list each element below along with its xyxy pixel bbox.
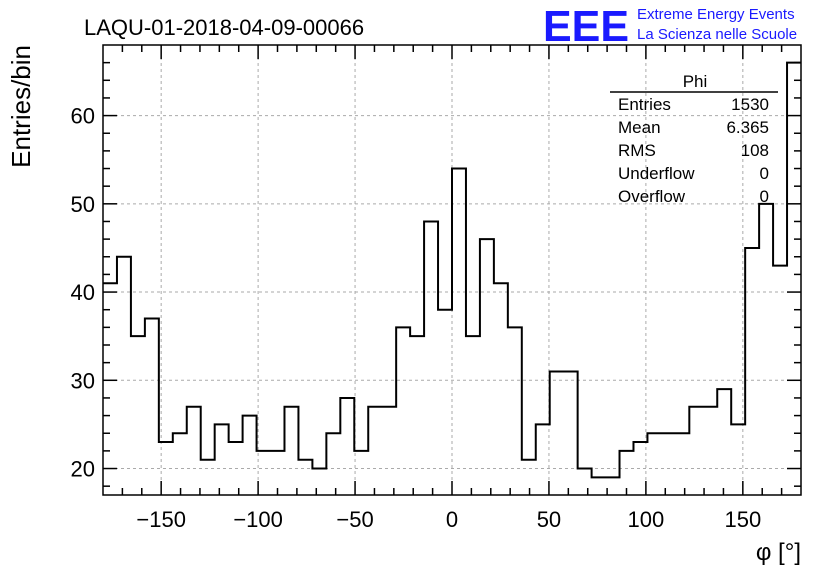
eee-logo: EEE Extreme Energy Events La Scienza nel… — [543, 2, 797, 51]
stats-row-label: Underflow — [618, 164, 695, 183]
y-tick-label: 40 — [71, 280, 95, 305]
y-axis-label: Entries/bin — [6, 45, 36, 168]
stats-row-value: 0 — [760, 187, 769, 206]
x-tick-label: −50 — [336, 507, 373, 532]
x-tick-label: 50 — [537, 507, 561, 532]
chart-title: LAQU-01-2018-04-09-00066 — [84, 15, 364, 40]
logo-line2: La Scienza nelle Scuole — [637, 26, 797, 43]
x-tick-label: 100 — [628, 507, 665, 532]
stats-row-label: Mean — [618, 118, 661, 137]
y-tick-label: 60 — [71, 104, 95, 129]
stats-row-value: 1530 — [731, 95, 769, 114]
x-tick-label: 0 — [446, 507, 458, 532]
y-tick-label: 50 — [71, 192, 95, 217]
stats-row-value: 6.365 — [726, 118, 769, 137]
stats-row-value: 0 — [760, 164, 769, 183]
stats-row-label: RMS — [618, 141, 656, 160]
logo-line1: Extreme Energy Events — [637, 6, 795, 23]
x-tick-labels: −150 −100 −50 0 50 100 150 — [136, 507, 761, 532]
histogram-series — [103, 61, 801, 479]
logo-mark: EEE — [543, 2, 629, 51]
stats-row-label: Overflow — [618, 187, 686, 206]
y-tick-labels: 20 30 40 50 60 — [71, 104, 95, 482]
stats-title: Phi — [683, 72, 708, 91]
y-tick-label: 30 — [71, 368, 95, 393]
stats-row-value: 108 — [741, 141, 769, 160]
x-axis-label: φ [°] — [756, 539, 801, 566]
stats-box: Phi Entries 1530 Mean 6.365 RMS 108 Underflow 0… — [610, 72, 778, 206]
axis-ticks — [103, 45, 801, 495]
x-tick-label: −150 — [136, 507, 186, 532]
y-tick-label: 20 — [71, 457, 95, 482]
x-tick-label: 150 — [724, 507, 761, 532]
stats-row-label: Entries — [618, 95, 671, 114]
x-tick-label: −100 — [233, 507, 283, 532]
